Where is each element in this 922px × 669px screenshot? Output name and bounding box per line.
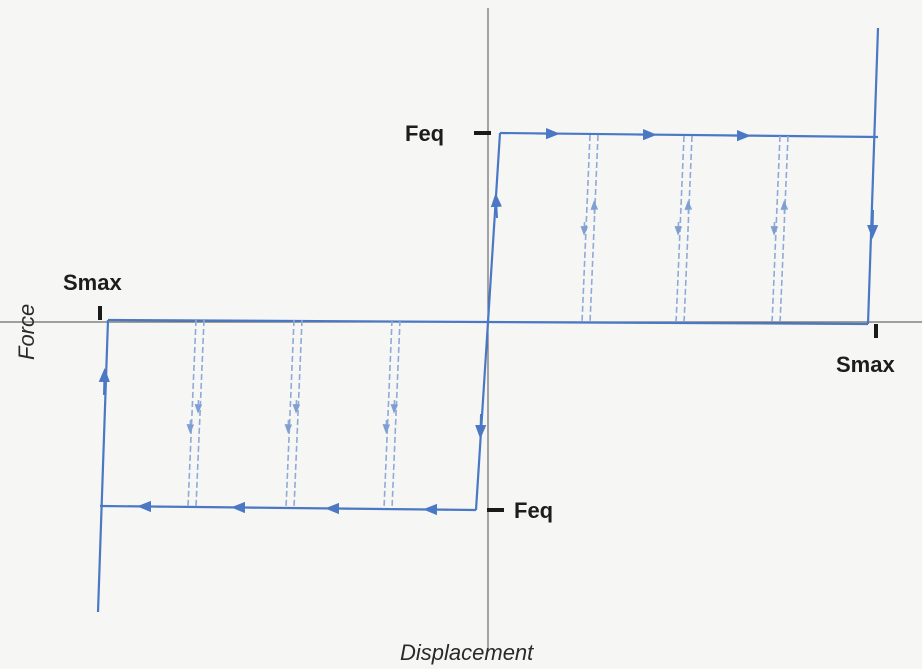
right-unload (866, 27, 880, 325)
y-axis-label: Force (14, 304, 39, 360)
left-unload (96, 319, 110, 613)
feq-top-label: Feq (405, 121, 444, 146)
left-inner-cycles (186, 319, 401, 510)
smax-right-label: Smax (836, 352, 895, 377)
smax-left-label: Smax (63, 270, 122, 295)
inner-cycle-left-3 (382, 319, 401, 510)
inner-cycle-left-2 (284, 319, 303, 509)
zero-force-line (107, 318, 869, 326)
top-plateau (499, 131, 879, 139)
bottom-plateau (99, 504, 477, 512)
x-axis-label: Displacement (400, 640, 534, 665)
inner-cycle-right-1 (580, 134, 599, 324)
right-inner-cycles (580, 134, 789, 325)
inner-cycle-left-1 (186, 319, 205, 508)
inner-cycle-right-3 (770, 135, 789, 325)
inner-cycle-right-2 (674, 135, 693, 325)
feq-bottom-label: Feq (514, 498, 553, 523)
direction-arrows (98, 128, 879, 516)
